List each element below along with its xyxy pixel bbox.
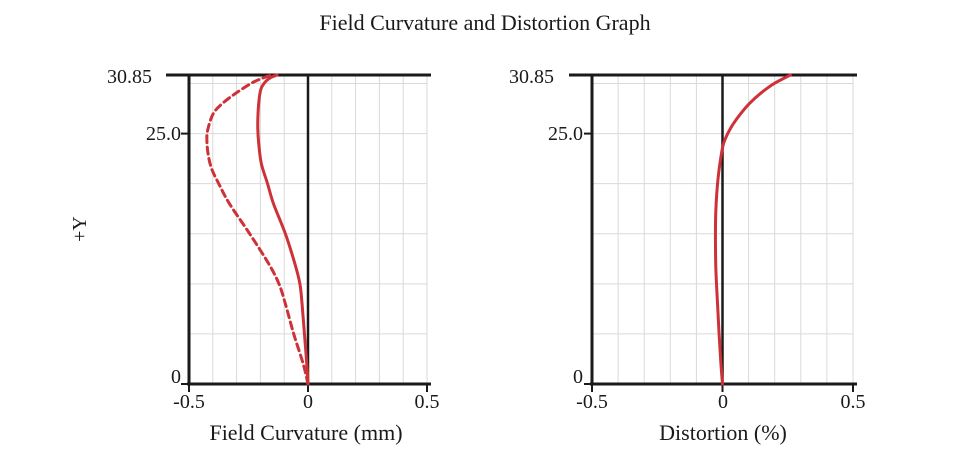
left-ytick-max: 30.85 <box>107 66 152 88</box>
left-xtick-zero: 0 <box>303 391 313 413</box>
right-xtick-pos: 0.5 <box>840 391 866 413</box>
right-xtick-neg: -0.5 <box>576 391 608 413</box>
left-xtick-pos: 0.5 <box>414 391 440 413</box>
tangential-field-curvature <box>256 73 310 386</box>
distortion <box>713 73 792 386</box>
field-curvature-axis-title: Field Curvature (mm) <box>209 420 403 445</box>
right-ytick-0: 0 <box>573 366 583 388</box>
distortion-plot <box>569 73 857 392</box>
right-ytick-25: 25.0 <box>548 123 583 145</box>
left-xtick-neg: -0.5 <box>173 391 205 413</box>
chart-title: Field Curvature and Distortion Graph <box>319 10 651 35</box>
right-xtick-zero: 0 <box>718 391 728 413</box>
distortion-axis-title: Distortion (%) <box>659 420 787 445</box>
gridlines <box>592 75 854 384</box>
right-ytick-max: 30.85 <box>509 66 554 88</box>
sagittal-field-curvature <box>205 73 310 386</box>
field-curvature-plot <box>166 73 431 392</box>
axes <box>569 73 857 392</box>
y-axis-label: +Y <box>69 216 91 242</box>
left-ytick-0: 0 <box>171 366 181 388</box>
left-ytick-25: 25.0 <box>146 123 181 145</box>
